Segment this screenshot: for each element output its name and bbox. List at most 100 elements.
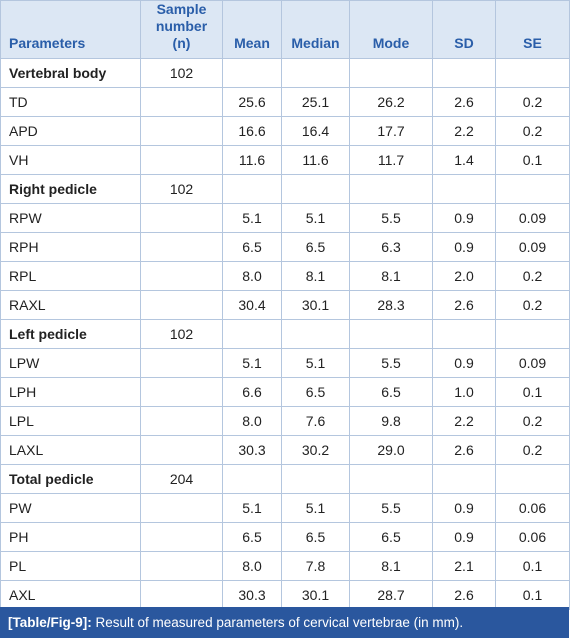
group-label: Total pedicle	[0, 464, 141, 494]
empty-cell	[281, 174, 350, 204]
value-cell: 6.5	[281, 232, 350, 262]
value-cell: 26.2	[349, 87, 433, 117]
value-cell: 0.2	[495, 290, 570, 320]
table-row: RPH 6.5 6.5 6.3 0.9 0.09	[0, 232, 570, 262]
empty-cell	[140, 203, 223, 233]
row-label: LPW	[0, 348, 141, 378]
value-cell: 0.9	[432, 522, 496, 552]
value-cell: 5.5	[349, 493, 433, 523]
value-cell: 0.9	[432, 493, 496, 523]
header-cell: Median	[281, 0, 350, 59]
empty-cell	[140, 348, 223, 378]
empty-cell	[140, 261, 223, 291]
row-label: RAXL	[0, 290, 141, 320]
value-cell: 0.2	[495, 435, 570, 465]
value-cell: 6.5	[222, 522, 282, 552]
value-cell: 0.1	[495, 551, 570, 581]
value-cell: 6.6	[222, 377, 282, 407]
value-cell: 0.06	[495, 493, 570, 523]
empty-cell	[432, 319, 496, 349]
empty-cell	[140, 580, 223, 610]
value-cell: 6.3	[349, 232, 433, 262]
empty-cell	[349, 58, 433, 88]
value-cell: 5.1	[222, 493, 282, 523]
value-cell: 2.6	[432, 290, 496, 320]
empty-cell	[495, 174, 570, 204]
value-cell: 1.4	[432, 145, 496, 175]
value-cell: 5.1	[222, 348, 282, 378]
value-cell: 2.1	[432, 551, 496, 581]
value-cell: 0.2	[495, 406, 570, 436]
empty-cell	[140, 87, 223, 117]
table-row: VH 11.6 11.6 11.7 1.4 0.1	[0, 145, 570, 175]
empty-cell	[140, 145, 223, 175]
header-row: Parameters Sample number (n) Mean Median Mod…	[0, 0, 570, 59]
value-cell: 17.7	[349, 116, 433, 146]
group-label: Left pedicle	[0, 319, 141, 349]
empty-cell	[222, 58, 282, 88]
value-cell: 7.8	[281, 551, 350, 581]
sample-number: 204	[140, 464, 223, 494]
empty-cell	[432, 58, 496, 88]
value-cell: 28.3	[349, 290, 433, 320]
empty-cell	[281, 464, 350, 494]
value-cell: 25.6	[222, 87, 282, 117]
empty-cell	[432, 174, 496, 204]
row-label: PH	[0, 522, 141, 552]
value-cell: 30.1	[281, 290, 350, 320]
table-row: Right pedicle 102	[0, 174, 570, 204]
row-label: APD	[0, 116, 141, 146]
table-row: PH 6.5 6.5 6.5 0.9 0.06	[0, 522, 570, 552]
value-cell: 0.1	[495, 377, 570, 407]
row-label: AXL	[0, 580, 141, 610]
value-cell: 30.2	[281, 435, 350, 465]
empty-cell	[495, 58, 570, 88]
empty-cell	[140, 493, 223, 523]
header-cell: Sample number (n)	[140, 0, 223, 59]
sample-number: 102	[140, 58, 223, 88]
header-cell: Parameters	[0, 0, 141, 59]
value-cell: 5.1	[281, 203, 350, 233]
empty-cell	[432, 464, 496, 494]
value-cell: 5.1	[222, 203, 282, 233]
value-cell: 5.1	[281, 348, 350, 378]
value-cell: 0.09	[495, 348, 570, 378]
empty-cell	[222, 319, 282, 349]
table-row: LAXL 30.3 30.2 29.0 2.6 0.2	[0, 435, 570, 465]
value-cell: 0.9	[432, 348, 496, 378]
value-cell: 8.0	[222, 261, 282, 291]
value-cell: 30.3	[222, 435, 282, 465]
value-cell: 0.1	[495, 145, 570, 175]
value-cell: 16.6	[222, 116, 282, 146]
value-cell: 11.6	[222, 145, 282, 175]
value-cell: 6.5	[281, 377, 350, 407]
caption-label: [Table/Fig-9]:	[8, 615, 92, 630]
value-cell: 30.1	[281, 580, 350, 610]
table-row: Left pedicle 102	[0, 319, 570, 349]
header-cell: Mean	[222, 0, 282, 59]
group-label: Right pedicle	[0, 174, 141, 204]
sample-number: 102	[140, 319, 223, 349]
value-cell: 25.1	[281, 87, 350, 117]
empty-cell	[140, 522, 223, 552]
header-cell: SD	[432, 0, 496, 59]
value-cell: 0.2	[495, 261, 570, 291]
value-cell: 0.06	[495, 522, 570, 552]
table-row: RAXL 30.4 30.1 28.3 2.6 0.2	[0, 290, 570, 320]
value-cell: 11.7	[349, 145, 433, 175]
value-cell: 8.1	[281, 261, 350, 291]
table-row: LPW 5.1 5.1 5.5 0.9 0.09	[0, 348, 570, 378]
table-row: LPL 8.0 7.6 9.8 2.2 0.2	[0, 406, 570, 436]
row-label: RPW	[0, 203, 141, 233]
empty-cell	[349, 464, 433, 494]
value-cell: 6.5	[349, 522, 433, 552]
value-cell: 0.9	[432, 203, 496, 233]
value-cell: 28.7	[349, 580, 433, 610]
empty-cell	[349, 319, 433, 349]
empty-cell	[281, 319, 350, 349]
value-cell: 30.4	[222, 290, 282, 320]
empty-cell	[495, 319, 570, 349]
row-label: PL	[0, 551, 141, 581]
empty-cell	[140, 232, 223, 262]
empty-cell	[281, 58, 350, 88]
